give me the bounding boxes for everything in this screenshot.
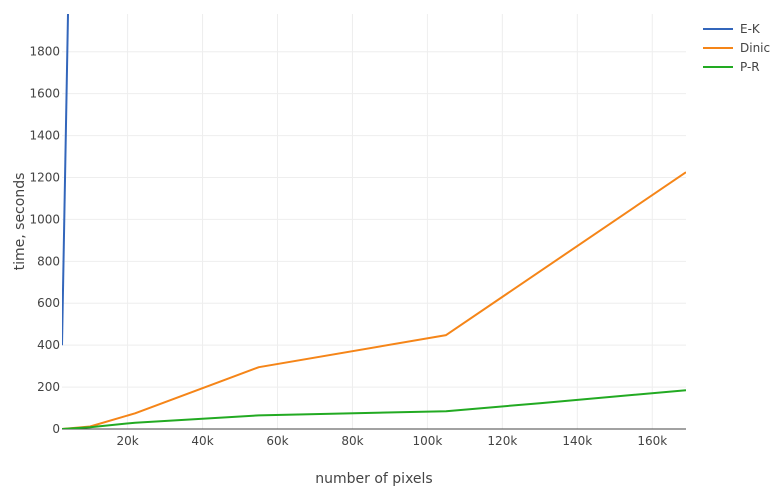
legend-label: P-R (740, 60, 760, 74)
x-tick-label: 140k (562, 434, 592, 448)
series-line-e-k (62, 14, 69, 346)
series-line-dinic (62, 171, 686, 429)
legend: E-K Dinic P-R (703, 22, 770, 74)
y-tick-label: 1200 (29, 170, 60, 184)
series-lines (62, 14, 686, 429)
grid (62, 14, 686, 429)
x-tick-label: 20k (116, 434, 138, 448)
y-tick-label: 800 (37, 254, 60, 268)
y-tick-label: 1600 (29, 87, 60, 101)
x-tick-label: 100k (412, 434, 442, 448)
x-tick-labels: 20k 40k 60k 80k 100k 120k 140k 160k (116, 434, 667, 448)
y-tick-label: 1400 (29, 129, 60, 143)
y-tick-label: 1800 (29, 45, 60, 59)
series-line-p-r (62, 389, 686, 429)
y-tick-label: 0 (52, 422, 60, 436)
x-tick-label: 120k (487, 434, 517, 448)
x-tick-label: 40k (191, 434, 213, 448)
y-tick-label: 1000 (29, 212, 60, 226)
y-tick-label: 600 (37, 296, 60, 310)
x-tick-label: 60k (266, 434, 288, 448)
y-tick-label: 400 (37, 338, 60, 352)
y-tick-labels: 0 200 400 600 800 1000 1200 1400 1600 1800 (29, 45, 60, 436)
x-tick-label: 80k (341, 434, 363, 448)
legend-label: E-K (740, 22, 761, 36)
x-tick-label: 160k (637, 434, 667, 448)
y-axis-title: time, seconds (12, 173, 28, 271)
x-axis-title: number of pixels (315, 471, 432, 487)
legend-label: Dinic (740, 41, 770, 55)
y-tick-label: 200 (37, 380, 60, 394)
